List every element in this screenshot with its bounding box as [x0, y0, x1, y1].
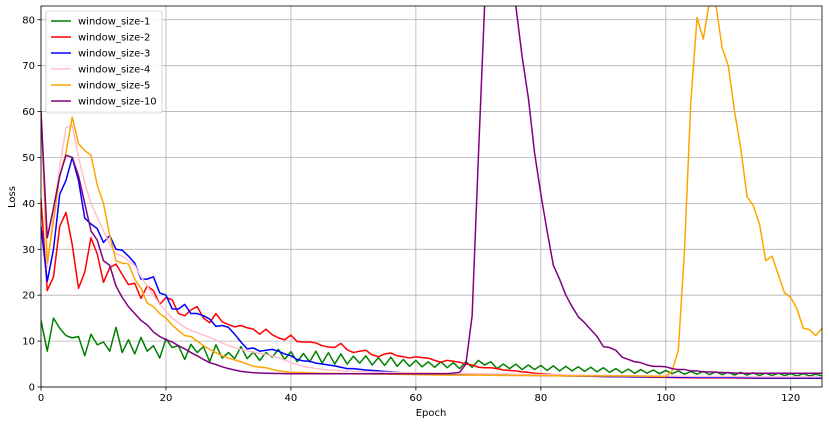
y-tick-label: 10	[22, 337, 35, 348]
x-axis-ticks: 0 20 40 60 80 100 120	[38, 387, 800, 404]
legend: window_size-1 window_size-2 window_size-3w…	[45, 10, 163, 114]
legend-label: window_size-5	[78, 81, 150, 92]
series-line-window_size-4	[41, 111, 822, 378]
x-tick-label: 100	[656, 393, 675, 404]
x-tick-label: 40	[285, 393, 298, 404]
series-line-window_size-2	[41, 198, 822, 380]
y-tick-label: 20	[22, 291, 35, 302]
legend-label: window_size-2	[78, 33, 150, 44]
y-tick-label: 70	[22, 61, 35, 72]
x-tick-label: 80	[534, 393, 547, 404]
x-tick-label: 20	[160, 393, 173, 404]
y-tick-label: 50	[22, 153, 35, 164]
y-tick-label: 60	[22, 107, 35, 118]
y-tick-label: 0	[29, 383, 35, 394]
x-tick-label: 120	[781, 393, 800, 404]
legend-label: window_size-4	[78, 65, 150, 76]
x-tick-label: 60	[410, 393, 423, 404]
series-line-window_size-10	[41, 6, 822, 375]
x-axis-label: Epoch	[416, 408, 447, 419]
legend-label: window_size-1	[78, 17, 150, 28]
y-tick-label: 30	[22, 245, 35, 256]
legend-box	[45, 10, 163, 114]
y-tick-label: 80	[22, 15, 35, 26]
x-tick-label: 0	[38, 393, 44, 404]
y-tick-label: 40	[22, 199, 35, 210]
series-line-window_size-1	[41, 317, 822, 377]
legend-label: window_size-3	[78, 49, 150, 60]
series-lines	[41, 6, 822, 380]
plot-frame	[40, 5, 823, 388]
legend-label: window_size-10	[78, 97, 157, 108]
y-axis-label: Loss	[7, 186, 18, 208]
y-axis-ticks: 0 10 20 30 40 50 60 70 80	[22, 15, 41, 394]
